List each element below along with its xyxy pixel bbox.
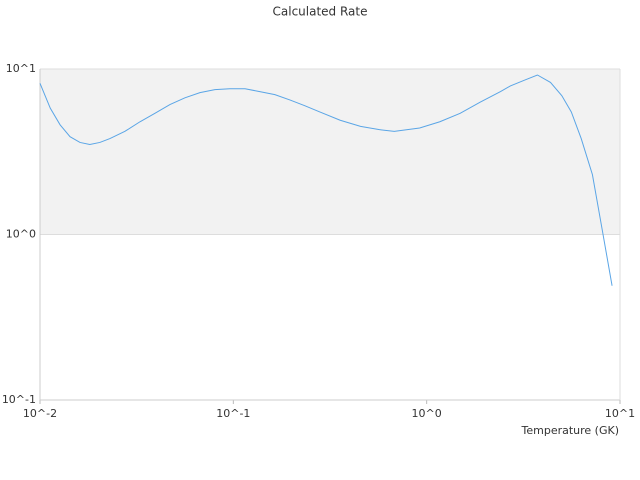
y-tick-label: 10^1 — [6, 62, 36, 75]
x-tick-label: 10^-1 — [216, 407, 250, 420]
x-tick-label: 10^-2 — [23, 407, 57, 420]
x-tick-label: 10^1 — [605, 407, 635, 420]
band — [40, 69, 620, 235]
line — [39, 74, 613, 286]
y-tick-label: 10^0 — [6, 228, 36, 241]
y-tick-label: 10^-1 — [2, 393, 36, 406]
x-axis-label: Temperature (GK) — [521, 424, 620, 437]
chart-title: Calculated Rate — [273, 5, 368, 19]
x-tick-label: 10^0 — [412, 407, 442, 420]
